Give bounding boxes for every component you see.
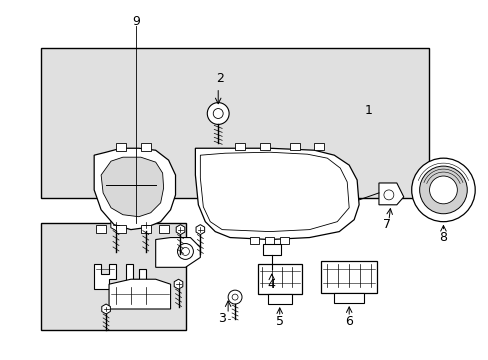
Bar	[289, 143, 299, 150]
Text: 9: 9	[132, 15, 140, 28]
Text: 3: 3	[218, 312, 225, 325]
Bar	[334, 293, 364, 303]
Bar	[249, 237, 258, 244]
Polygon shape	[200, 152, 348, 231]
Circle shape	[228, 290, 242, 304]
Circle shape	[232, 294, 238, 300]
Text: 2: 2	[216, 72, 224, 85]
Bar	[321, 261, 376, 293]
Bar	[314, 143, 324, 150]
Bar	[116, 143, 126, 151]
Polygon shape	[155, 238, 200, 267]
Bar	[279, 237, 288, 244]
Circle shape	[419, 166, 467, 214]
Bar	[116, 225, 126, 233]
Text: 4: 4	[267, 278, 275, 291]
Bar	[264, 237, 273, 244]
Circle shape	[213, 109, 223, 118]
Polygon shape	[195, 148, 358, 239]
Polygon shape	[94, 148, 175, 230]
Circle shape	[383, 190, 393, 200]
Polygon shape	[101, 157, 163, 217]
Polygon shape	[102, 304, 110, 314]
Polygon shape	[111, 219, 121, 231]
Text: 1: 1	[365, 104, 372, 117]
Polygon shape	[94, 264, 116, 289]
Polygon shape	[378, 183, 403, 205]
Polygon shape	[126, 264, 145, 284]
Polygon shape	[176, 225, 184, 235]
Text: 7: 7	[382, 218, 390, 231]
Bar	[96, 225, 106, 233]
Bar	[267, 294, 291, 304]
Bar	[41, 223, 186, 330]
Polygon shape	[141, 219, 151, 231]
Polygon shape	[109, 279, 170, 309]
Polygon shape	[174, 279, 183, 289]
Text: 8: 8	[439, 231, 447, 244]
Bar	[141, 225, 150, 233]
Bar	[235, 143, 244, 150]
Polygon shape	[196, 225, 204, 235]
Circle shape	[177, 243, 193, 260]
Text: 5: 5	[275, 315, 283, 328]
Bar	[41, 48, 428, 198]
Bar	[259, 143, 269, 150]
Text: 6: 6	[345, 315, 352, 328]
Bar	[263, 243, 280, 255]
Circle shape	[207, 103, 229, 125]
Circle shape	[428, 176, 456, 204]
Bar	[257, 264, 301, 294]
Bar	[141, 143, 150, 151]
Bar	[158, 225, 168, 233]
Circle shape	[411, 158, 474, 222]
Circle shape	[181, 247, 189, 255]
